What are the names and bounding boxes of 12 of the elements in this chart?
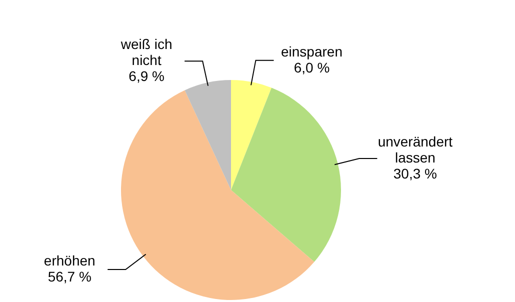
- data-label: 30,3 %: [393, 166, 437, 182]
- data-label: 56,7 %: [48, 268, 92, 284]
- data-label: 6,9 %: [128, 68, 164, 84]
- slice-label: unverändert lassen: [378, 134, 453, 166]
- data-label: 6,0 %: [294, 59, 330, 76]
- slice-label: weiß ich nicht: [120, 36, 172, 68]
- pie-slice: [121, 90, 314, 300]
- slice-label: erhöhen: [44, 252, 96, 268]
- pie-slice: [231, 80, 272, 190]
- slice-label: einsparen: [281, 43, 343, 60]
- pie-slice: [184, 80, 231, 190]
- pie-slice: [231, 88, 341, 262]
